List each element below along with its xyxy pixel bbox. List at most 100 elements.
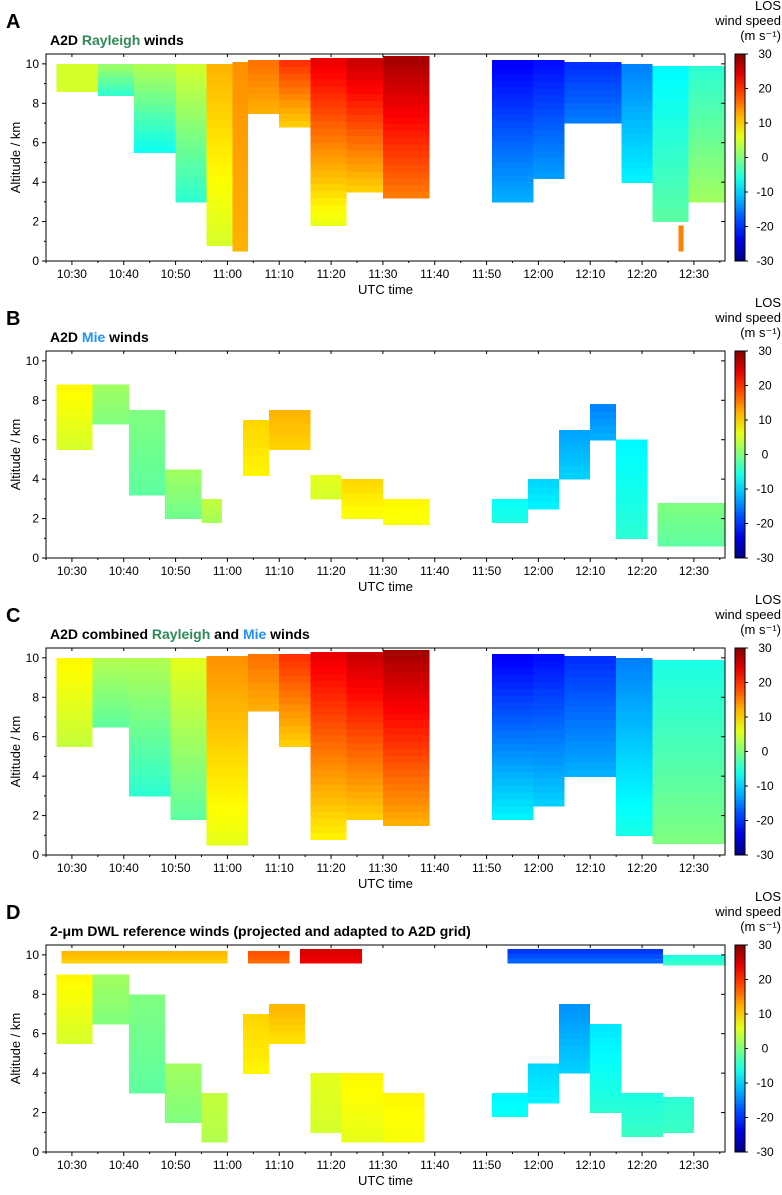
heatmap-cell <box>170 791 207 799</box>
heatmap-cell <box>92 706 129 714</box>
heatmap-cell <box>616 496 648 504</box>
heatmap-cell <box>175 84 207 93</box>
y-tick-label: 8 <box>32 987 39 1001</box>
colorbar-tick-label: 30 <box>758 47 772 61</box>
heatmap-cell <box>662 954 725 959</box>
heatmap-cell <box>382 748 430 756</box>
heatmap-cell <box>652 140 689 148</box>
heatmap-cell <box>97 82 135 90</box>
heatmap-cell <box>268 423 311 431</box>
heatmap-cell <box>533 674 565 683</box>
colorbar-tick-label: 10 <box>758 116 772 130</box>
heatmap-cell <box>491 709 534 717</box>
heatmap-cell <box>382 56 430 64</box>
heatmap-cell <box>491 757 534 765</box>
heatmap-cell <box>206 775 249 783</box>
heatmap-cell <box>134 111 176 119</box>
heatmap-cell <box>616 678 653 686</box>
heatmap-cell <box>346 163 383 172</box>
heatmap-cell <box>564 740 617 749</box>
heatmap-cell <box>279 682 311 691</box>
heatmap-cell <box>590 1105 622 1114</box>
heatmap-cell <box>652 194 689 202</box>
heatmap-cell <box>564 670 617 678</box>
heatmap-cell <box>279 675 311 683</box>
heatmap-cell <box>346 86 383 94</box>
heatmap-cell <box>559 1052 591 1060</box>
heatmap-cell <box>564 68 622 77</box>
heatmap-cell <box>621 168 653 176</box>
heatmap-cell <box>206 719 249 727</box>
heatmap-cell <box>491 1092 529 1102</box>
heatmap-cell <box>652 802 725 810</box>
heatmap-cell <box>533 171 565 179</box>
heatmap-cell <box>248 86 280 94</box>
title-part: Mie <box>82 329 106 345</box>
heatmap-cell <box>657 517 725 526</box>
heatmap-cell <box>201 1135 228 1143</box>
heatmap-cell <box>56 1002 93 1010</box>
heatmap-cell <box>279 80 311 88</box>
colorbar-bar <box>734 350 746 559</box>
x-axis-label: UTC time <box>358 579 413 594</box>
heatmap-cell <box>616 446 648 455</box>
heatmap-cell <box>657 524 725 533</box>
heatmap-cell <box>491 66 534 75</box>
y-tick-label: 8 <box>32 96 39 110</box>
heatmap-cell <box>134 63 176 72</box>
heatmap-cell <box>175 77 207 86</box>
heatmap-cell <box>248 93 280 101</box>
heatmap-cell <box>165 511 202 520</box>
heatmap-cell <box>232 223 249 231</box>
heatmap-cell <box>170 770 207 778</box>
heatmap-cell <box>564 726 617 735</box>
heatmap-cell <box>621 1092 663 1101</box>
x-tick-label: 12:00 <box>523 564 553 578</box>
heatmap-cell <box>206 662 249 671</box>
heatmap-cell <box>310 797 347 806</box>
heatmap-cell <box>279 732 311 740</box>
heatmap-cell <box>491 181 534 189</box>
heatmap-cell <box>590 1064 622 1073</box>
heatmap-cell <box>346 735 383 744</box>
heatmap-cell <box>564 698 617 706</box>
heatmap-cell <box>621 126 653 135</box>
heatmap-cell <box>590 1023 622 1032</box>
heatmap-cell <box>652 673 725 681</box>
heatmap-cell <box>652 153 689 162</box>
heatmap-cell <box>128 775 171 783</box>
heatmap-cell <box>346 798 383 807</box>
heatmap-cell <box>491 716 534 724</box>
heatmap-cell <box>56 77 98 86</box>
colorbar-label: (m s⁻¹) <box>740 622 781 637</box>
heatmap-cell <box>616 794 653 802</box>
heatmap-cell <box>507 958 663 964</box>
heatmap-cell <box>310 141 347 150</box>
heatmap-cell <box>232 216 249 224</box>
heatmap-cell <box>491 812 534 821</box>
heatmap-cell <box>175 70 207 79</box>
heatmap-cell <box>491 667 534 676</box>
heatmap-cell <box>206 140 233 149</box>
heatmap-cell <box>56 442 93 451</box>
heatmap-cell <box>134 70 176 79</box>
heatmap-cell <box>268 429 311 438</box>
heatmap-cell <box>248 954 290 960</box>
heatmap-cell <box>165 1102 202 1110</box>
heatmap-cell <box>279 703 311 712</box>
heatmap-cell <box>92 384 129 392</box>
heatmap-cell <box>652 187 689 196</box>
x-axis-label: UTC time <box>358 876 413 891</box>
colorbar-tick-label: 20 <box>758 676 772 690</box>
heatmap-cell <box>346 728 383 737</box>
heatmap-cell <box>616 773 653 782</box>
colorbar-tick-label: -20 <box>756 814 774 828</box>
heatmap-cell <box>652 133 689 141</box>
heatmap-cell <box>382 69 430 77</box>
colorbar-tick-label: -20 <box>756 220 774 234</box>
heatmap-cell <box>346 149 383 158</box>
heatmap-cell <box>564 677 617 685</box>
heatmap-cell <box>382 671 430 679</box>
heatmap-cell <box>201 1106 228 1115</box>
